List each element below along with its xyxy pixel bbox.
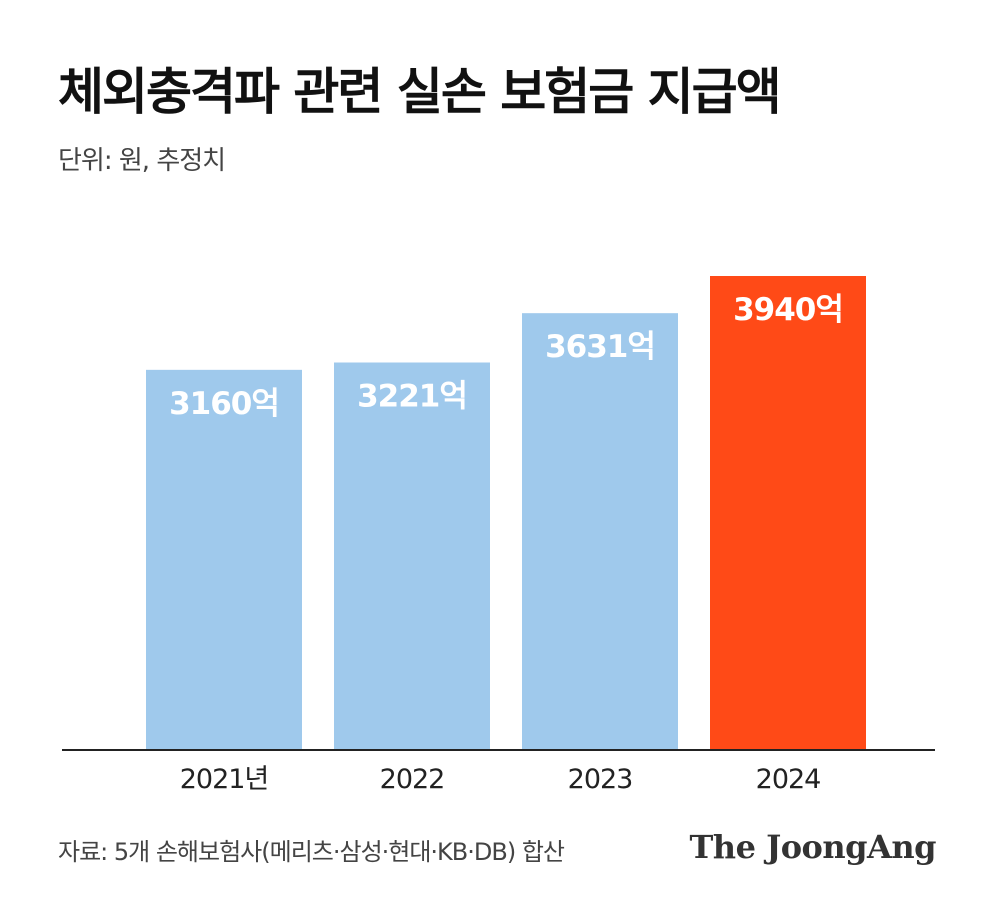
bar-value-label-3: 3940억 xyxy=(733,292,843,328)
bar-value-label-0: 3160억 xyxy=(169,386,279,422)
bar-2 xyxy=(522,313,678,750)
bar-1 xyxy=(334,362,490,750)
bar-3 xyxy=(710,276,866,750)
category-label-0: 2021년 xyxy=(180,764,269,795)
bar-value-label-1: 3221억 xyxy=(357,378,467,414)
bar-0 xyxy=(146,369,302,750)
category-label-2: 2023 xyxy=(568,764,633,795)
category-label-3: 2024 xyxy=(756,764,821,795)
category-label-1: 2022 xyxy=(380,764,445,795)
chart-subtitle: 단위: 원, 추정치 xyxy=(58,146,226,176)
publisher-logo: The JoongAng xyxy=(689,828,936,866)
source-note: 자료: 5개 손해보험사(메리츠·삼성·현대·KB·DB) 합산 xyxy=(58,838,565,866)
bar-value-label-2: 3631억 xyxy=(545,329,655,365)
chart-title: 체외충격파 관련 실손 보험금 지급액 xyxy=(58,63,782,121)
